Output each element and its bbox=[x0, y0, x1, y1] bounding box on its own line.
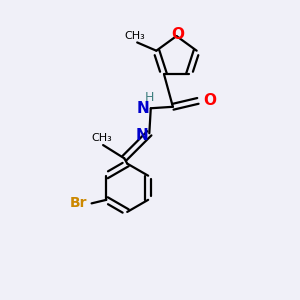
Text: CH₃: CH₃ bbox=[91, 133, 112, 143]
Text: Br: Br bbox=[70, 196, 87, 210]
Text: N: N bbox=[135, 128, 148, 143]
Text: O: O bbox=[172, 27, 184, 42]
Text: H: H bbox=[145, 91, 154, 103]
Text: O: O bbox=[203, 93, 216, 108]
Text: CH₃: CH₃ bbox=[124, 31, 145, 41]
Text: N: N bbox=[137, 101, 150, 116]
